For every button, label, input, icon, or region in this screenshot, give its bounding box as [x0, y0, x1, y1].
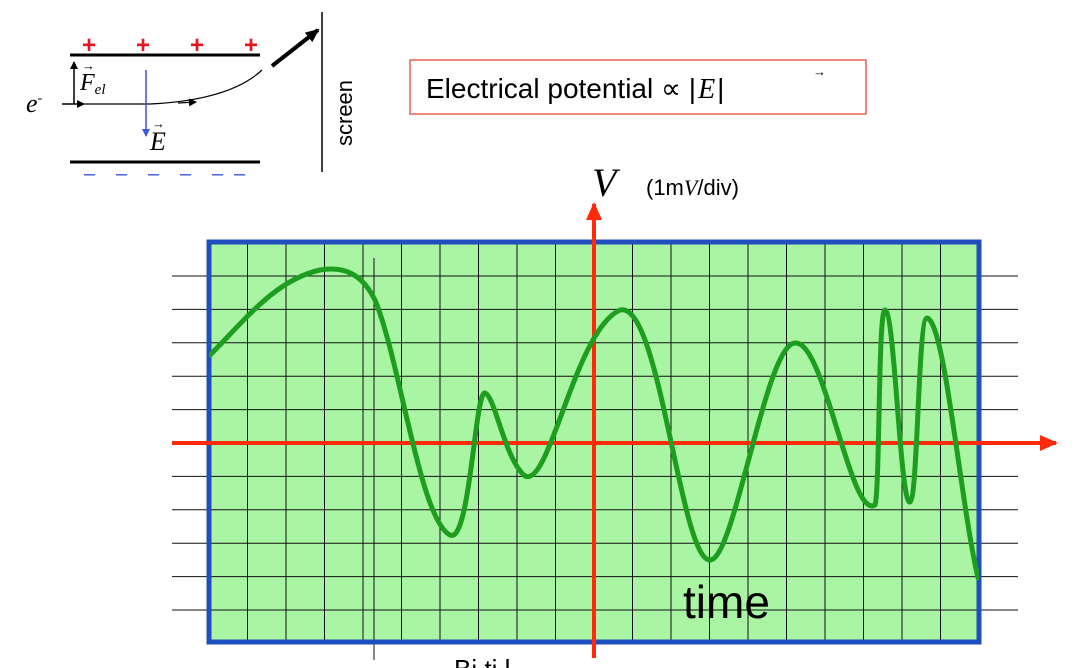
plus-sign: + [190, 32, 204, 59]
trajectory-arrowhead [177, 98, 197, 107]
minus-sign: – [212, 163, 224, 185]
minus-sign: – [234, 163, 246, 185]
signal-trace [209, 266, 979, 581]
crt-tube-diagram: + + + + – – – – – – e- → Fel → E sc [26, 12, 357, 185]
force-label: → Fel [79, 58, 106, 98]
minus-sign: – [116, 163, 128, 185]
plus-sign: + [136, 32, 150, 59]
electron-label: e- [26, 89, 43, 118]
y-axis-unit: (1mV/div) [646, 175, 739, 200]
deflected-beam-arrow [270, 28, 320, 68]
oscilloscope-screen [172, 202, 1058, 660]
field-label: → E [149, 116, 166, 156]
plus-sign: + [82, 32, 96, 59]
formula-text: Electrical potential ∝ |E| [426, 73, 724, 105]
minus-sign: – [84, 163, 96, 185]
svg-text:Fel: Fel [79, 70, 106, 98]
minus-sign: – [180, 163, 192, 185]
formula-arrow-accent: → [813, 64, 826, 79]
field-arrow-accent: → [152, 116, 165, 131]
y-axis-symbol: V [592, 160, 621, 205]
screen-label: screen [332, 80, 357, 146]
clipped-caption: Bi ti l [454, 654, 510, 668]
force-arrow-accent: → [82, 58, 95, 73]
electron-trajectory [84, 69, 263, 105]
svg-text:E: E [149, 127, 166, 156]
minus-sign: – [148, 163, 160, 185]
x-axis-label: time [683, 576, 770, 628]
plus-sign: + [244, 32, 258, 59]
formula-box: Electrical potential ∝ |E| → [409, 59, 867, 115]
